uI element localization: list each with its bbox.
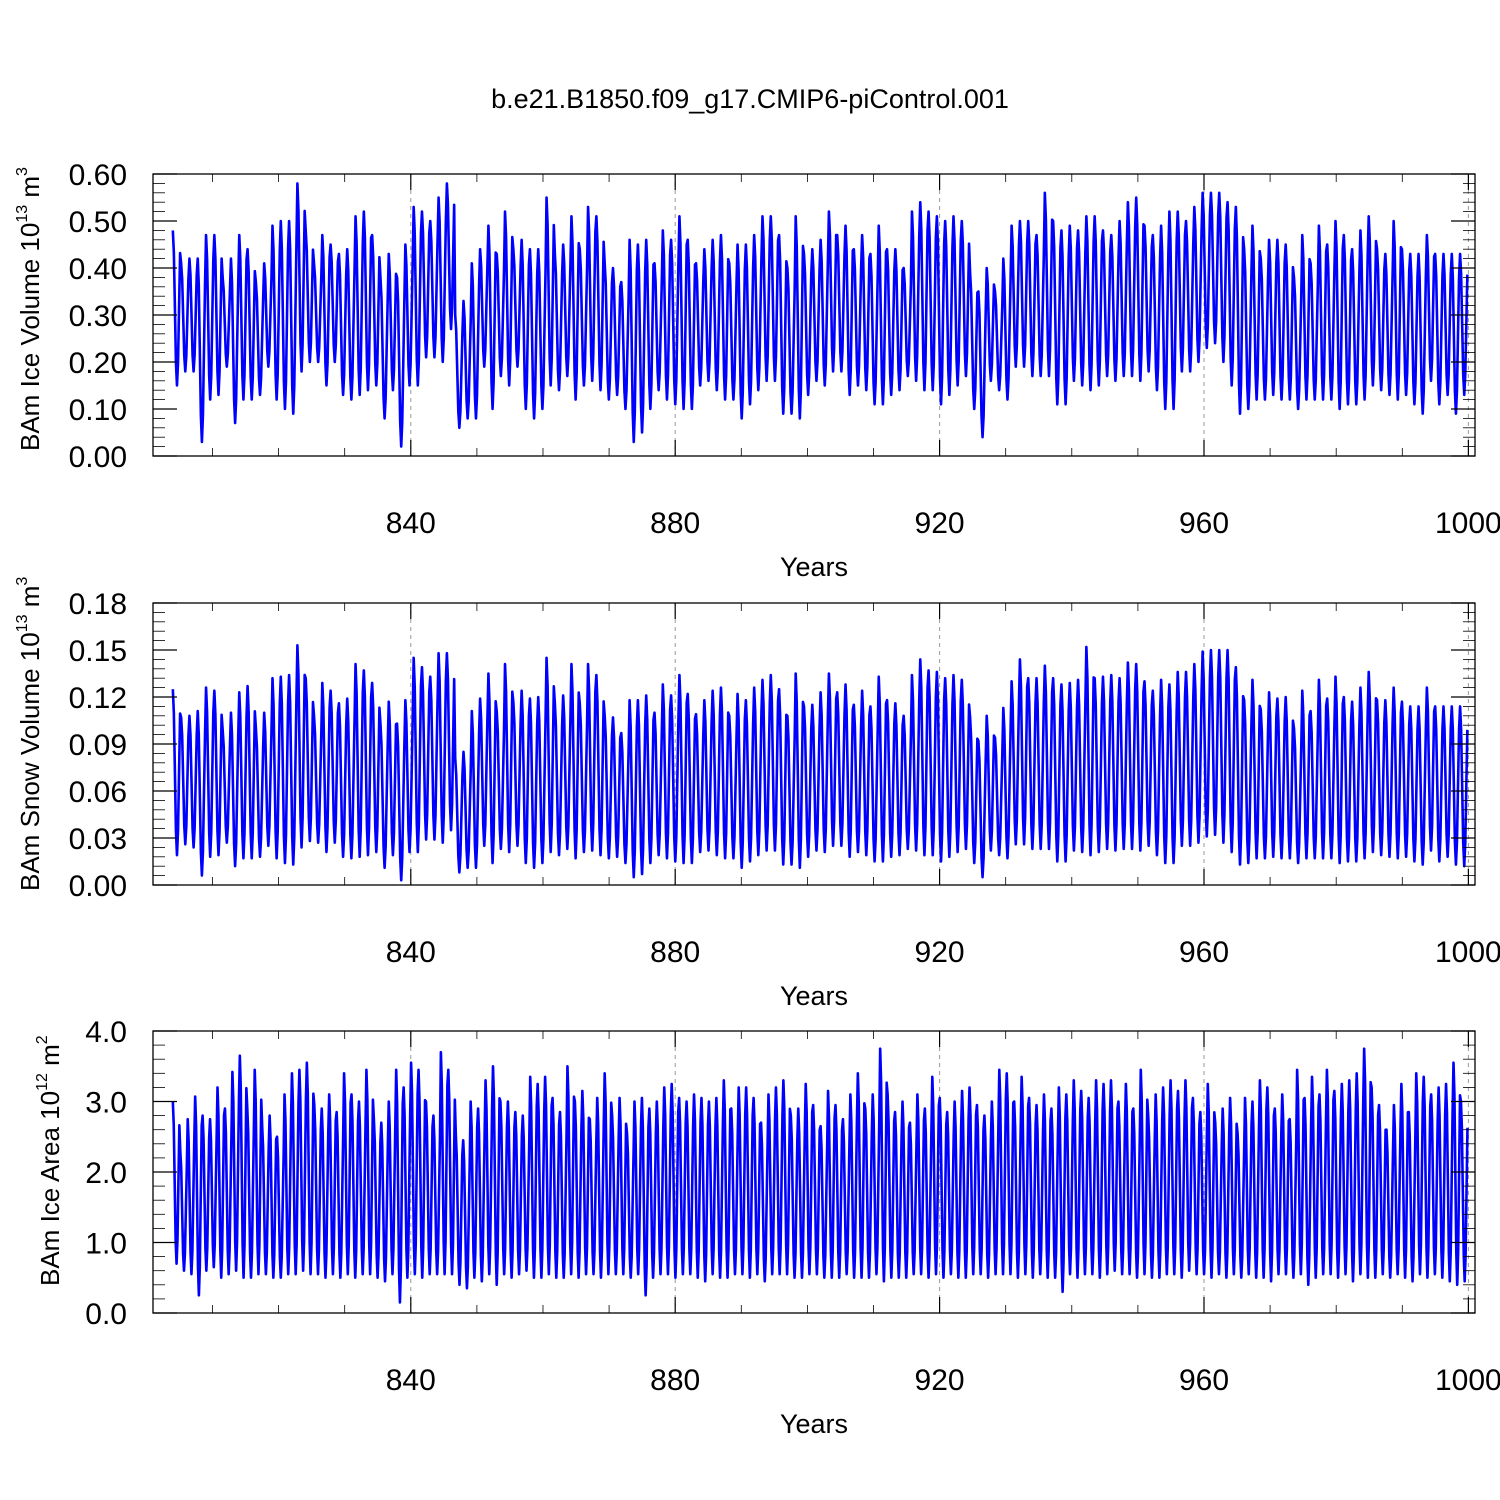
y-tick-label: 0.00 bbox=[69, 870, 127, 903]
y-tick-label: 0.20 bbox=[69, 347, 127, 380]
x-axis-title: Years bbox=[780, 1409, 848, 1439]
y-tick-label: 0.03 bbox=[69, 823, 127, 856]
y-tick-label: 0.0 bbox=[85, 1298, 127, 1331]
y-tick-label: 0.06 bbox=[69, 776, 127, 809]
x-tick-label: 1000 bbox=[1435, 1364, 1500, 1397]
y-tick-label: 1.0 bbox=[85, 1228, 127, 1261]
y-tick-label: 0.09 bbox=[69, 729, 127, 762]
x-tick-label: 1000 bbox=[1435, 507, 1500, 540]
ice-volume-panel: 0.00 0.10 0.20 0.30 0.40 0.50 0.60 840 880 920 960… bbox=[69, 159, 1500, 582]
y-tick-label: 0.60 bbox=[69, 159, 127, 192]
y-tick-label: 3.0 bbox=[85, 1087, 127, 1120]
x-tick-label: 920 bbox=[915, 507, 965, 540]
figure-title: b.e21.B1850.f09_g17.CMIP6-piControl.001 bbox=[491, 84, 1009, 114]
x-tick-label: 960 bbox=[1179, 936, 1229, 969]
ice-area-panel: 0.0 1.0 2.0 3.0 4.0 840 880 920 960 1000 Years bbox=[85, 1016, 1500, 1439]
x-tick-label: 880 bbox=[650, 936, 700, 969]
x-tick-label: 880 bbox=[650, 507, 700, 540]
x-tick-label: 920 bbox=[915, 1364, 965, 1397]
x-tick-label: 1000 bbox=[1435, 936, 1500, 969]
ice-volume-series-line-0 bbox=[171, 182, 1469, 448]
y-tick-label: 0.12 bbox=[69, 682, 127, 715]
y-tick-label: 0.18 bbox=[69, 588, 127, 621]
y-tick-label: 2.0 bbox=[85, 1157, 127, 1190]
y-tick-label: 0.50 bbox=[69, 206, 127, 239]
y-tick-label: 4.0 bbox=[85, 1016, 127, 1049]
x-axis-title: Years bbox=[780, 981, 848, 1011]
y-tick-label: 0.15 bbox=[69, 635, 127, 668]
y-tick-label: 0.30 bbox=[69, 300, 127, 333]
x-tick-label: 880 bbox=[650, 1364, 700, 1397]
x-tick-label: 920 bbox=[915, 936, 965, 969]
x-tick-label: 840 bbox=[386, 1364, 436, 1397]
x-tick-label: 840 bbox=[386, 507, 436, 540]
x-axis-title: Years bbox=[780, 552, 848, 582]
snow-volume-series-line-0 bbox=[171, 643, 1469, 882]
snow-volume-panel: 0.00 0.03 0.06 0.09 0.12 0.15 0.18 840 880 920 960… bbox=[69, 588, 1500, 1011]
x-tick-label: 840 bbox=[386, 936, 436, 969]
x-tick-label: 960 bbox=[1179, 507, 1229, 540]
x-tick-label: 960 bbox=[1179, 1364, 1229, 1397]
y-tick-label: 0.40 bbox=[69, 253, 127, 286]
ice-area-series-line-0 bbox=[171, 1047, 1469, 1304]
y-tick-label: 0.10 bbox=[69, 394, 127, 427]
y-tick-label: 0.00 bbox=[69, 441, 127, 474]
